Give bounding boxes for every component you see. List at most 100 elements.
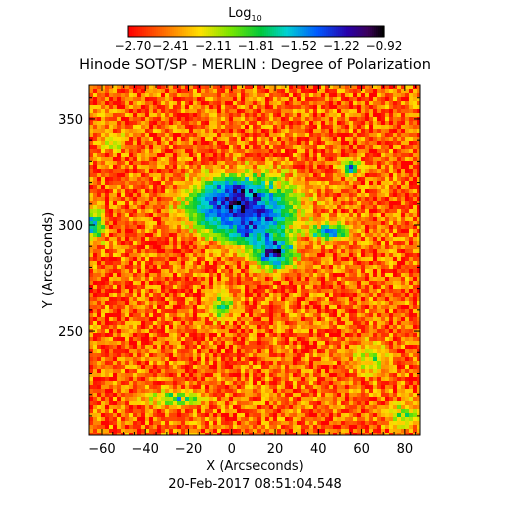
heatmap-cell <box>205 237 210 242</box>
heatmap-cell <box>221 285 226 290</box>
heatmap-cell <box>317 249 322 254</box>
heatmap-cell <box>381 113 386 118</box>
heatmap-cell <box>221 301 226 306</box>
heatmap-cell <box>145 305 150 310</box>
heatmap-cell <box>269 313 274 318</box>
heatmap-cell <box>245 137 250 142</box>
heatmap-cell <box>269 233 274 238</box>
heatmap-cell <box>357 245 362 250</box>
heatmap-cell <box>237 157 242 162</box>
heatmap-cell <box>281 93 286 98</box>
heatmap-cell <box>385 161 390 166</box>
heatmap-cell <box>229 305 234 310</box>
heatmap-cell <box>141 101 146 106</box>
heatmap-cell <box>169 197 174 202</box>
heatmap-cell <box>417 285 420 290</box>
heatmap-cell <box>241 225 246 230</box>
heatmap-cell <box>169 229 174 234</box>
heatmap-cell <box>305 313 310 318</box>
heatmap-cell <box>133 317 138 322</box>
heatmap-cell <box>409 233 414 238</box>
heatmap-cell <box>277 113 282 118</box>
heatmap-cell <box>321 129 326 134</box>
heatmap-cell <box>361 117 366 122</box>
heatmap-cell <box>317 241 322 246</box>
heatmap-cell <box>305 157 310 162</box>
heatmap-cell <box>133 121 138 126</box>
heatmap-cell <box>233 209 238 214</box>
heatmap-cell <box>117 317 122 322</box>
heatmap-cell <box>89 217 94 222</box>
heatmap-cell <box>177 117 182 122</box>
heatmap-cell <box>249 153 254 158</box>
heatmap-cell <box>273 237 278 242</box>
heatmap-cell <box>369 305 374 310</box>
heatmap-cell <box>109 261 114 266</box>
heatmap-cell <box>233 117 238 122</box>
heatmap-cell <box>285 161 290 166</box>
heatmap-cell <box>261 229 266 234</box>
heatmap-cell <box>401 225 406 230</box>
heatmap-cell <box>333 85 338 90</box>
heatmap-cell <box>417 237 420 242</box>
heatmap-cell <box>225 289 230 294</box>
heatmap-cell <box>129 273 134 278</box>
heatmap-cell <box>405 125 410 130</box>
heatmap-cell <box>365 189 370 194</box>
heatmap-cell <box>401 101 406 106</box>
heatmap-cell <box>289 165 294 170</box>
heatmap-cell <box>253 157 258 162</box>
colorbar-segment <box>202 26 205 37</box>
heatmap-cell <box>133 309 138 314</box>
heatmap-cell <box>101 109 106 114</box>
heatmap-cell <box>93 105 98 110</box>
heatmap-cell <box>233 153 238 158</box>
heatmap-cell <box>221 181 226 186</box>
heatmap-cell <box>225 129 230 134</box>
colorbar-segment <box>140 26 143 37</box>
heatmap-cell <box>225 121 230 126</box>
heatmap-cell <box>169 181 174 186</box>
heatmap-cell <box>349 301 354 306</box>
heatmap-cell <box>201 113 206 118</box>
heatmap-cell <box>193 137 198 142</box>
heatmap-cell <box>325 193 330 198</box>
heatmap-cell <box>193 305 198 310</box>
heatmap-cell <box>113 161 118 166</box>
heatmap-cell <box>137 205 142 210</box>
heatmap-cell <box>353 113 358 118</box>
heatmap-cell <box>265 197 270 202</box>
heatmap-cell <box>349 253 354 258</box>
heatmap-cell <box>397 221 402 226</box>
heatmap-cell <box>101 197 106 202</box>
heatmap-cell <box>137 141 142 146</box>
heatmap-cell <box>209 297 214 302</box>
heatmap-cell <box>185 237 190 242</box>
heatmap-cell <box>129 317 134 322</box>
heatmap-cell <box>109 269 114 274</box>
heatmap-cell <box>161 161 166 166</box>
heatmap-cell <box>105 285 110 290</box>
heatmap-cell <box>281 257 286 262</box>
heatmap-cell <box>197 149 202 154</box>
heatmap-cell <box>289 177 294 182</box>
heatmap-cell <box>181 89 186 94</box>
heatmap-cell <box>337 245 342 250</box>
heatmap-cell <box>113 97 118 102</box>
heatmap-cell <box>369 145 374 150</box>
heatmap-cell <box>337 153 342 158</box>
heatmap-cell <box>389 177 394 182</box>
heatmap-cell <box>229 213 234 218</box>
heatmap-cell <box>297 289 302 294</box>
heatmap-cell <box>249 205 254 210</box>
heatmap-cell <box>177 237 182 242</box>
heatmap-cell <box>225 273 230 278</box>
heatmap-cell <box>389 301 394 306</box>
heatmap-cell <box>265 89 270 94</box>
heatmap-cell <box>261 197 266 202</box>
heatmap-cell <box>229 185 234 190</box>
heatmap-cell <box>205 281 210 286</box>
heatmap-cell <box>89 237 94 242</box>
heatmap-cell <box>361 85 366 90</box>
heatmap-cell <box>277 121 282 126</box>
